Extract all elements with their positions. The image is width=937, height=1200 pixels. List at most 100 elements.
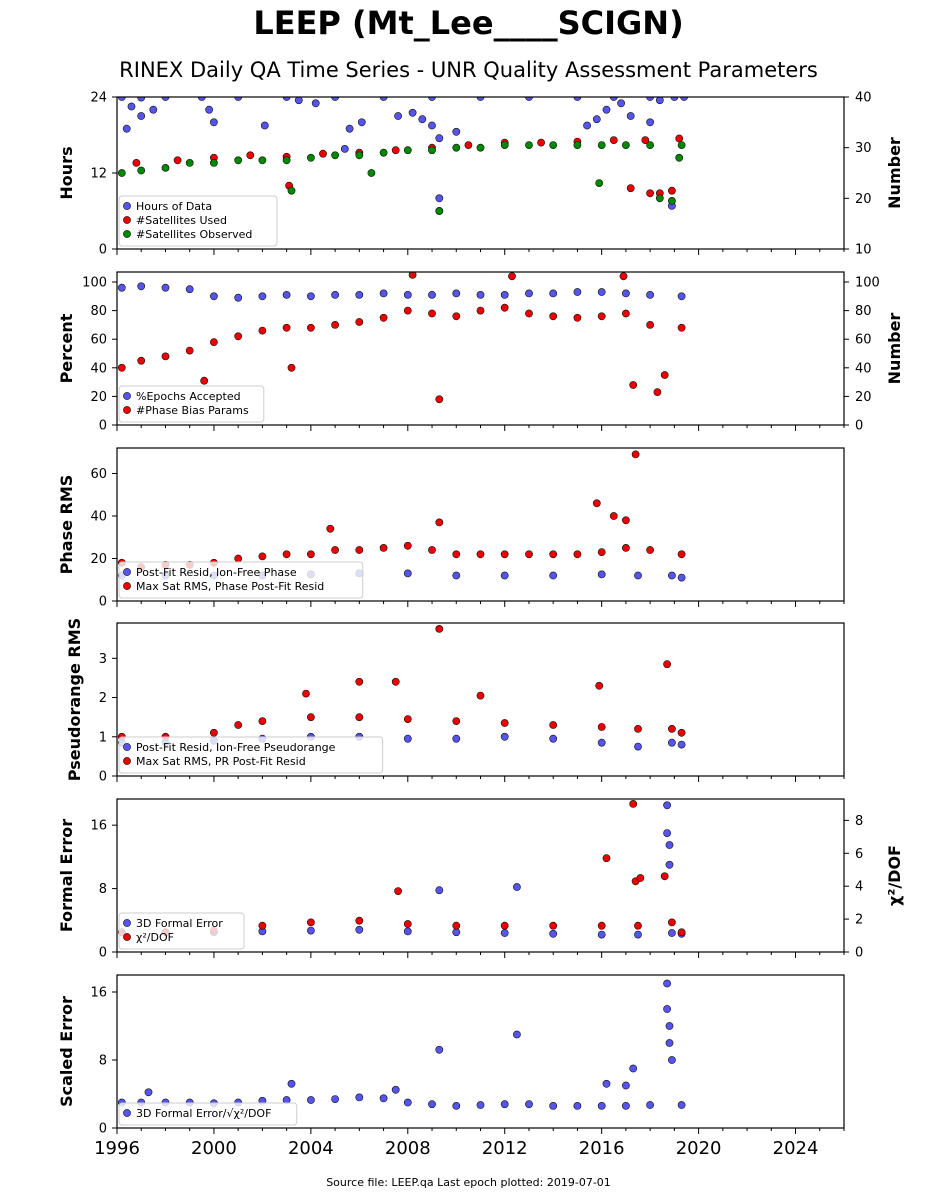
point-green-2-18 — [549, 141, 558, 149]
y-axis-label: Hours — [57, 146, 76, 199]
point-blue-0-23 — [311, 99, 320, 108]
point-red-1-18 — [646, 189, 654, 198]
point-red-1-17 — [525, 309, 533, 318]
point-green-2-8 — [306, 153, 315, 162]
point-red-1-3 — [234, 721, 243, 729]
point-red-1-16 — [355, 677, 364, 686]
point-red-1-28 — [200, 376, 209, 385]
legend-box — [118, 736, 384, 774]
point-blue-0-36 — [592, 115, 601, 124]
point-blue-0-5 — [234, 293, 243, 302]
point-red-1-13 — [677, 928, 686, 937]
point-red-1-13 — [609, 136, 618, 144]
x-tick-label: 2008 — [385, 1138, 431, 1159]
point-blue-0-11 — [634, 930, 642, 939]
point-blue-0-18 — [665, 841, 674, 849]
point-red-1-6 — [355, 713, 364, 722]
point-blue-0-40 — [646, 118, 654, 127]
y2-tick-label: 6 — [855, 847, 863, 862]
point-blue-0-10 — [597, 930, 606, 939]
point-red-1-9 — [464, 141, 473, 149]
legend-box — [118, 195, 278, 247]
point-blue-0-15 — [476, 1101, 485, 1109]
point-blue-0-7 — [452, 734, 461, 743]
point-red-1-23 — [677, 323, 686, 332]
point-red-1-4 — [209, 338, 218, 346]
y2-tick-label: 4 — [855, 880, 863, 895]
point-blue-0-22 — [294, 97, 303, 105]
point-red-1-30 — [629, 381, 638, 389]
point-blue-0-22 — [646, 290, 654, 299]
point-red-1-20 — [597, 548, 606, 556]
point-red-1-15 — [302, 689, 310, 698]
point-blue-0-41 — [655, 97, 664, 105]
y-tick-label: 8 — [99, 1054, 107, 1069]
source-footer: Source file: LEEP.qa Last epoch plotted:… — [326, 1176, 611, 1189]
point-blue-0-10 — [597, 570, 606, 579]
legend-marker — [123, 216, 131, 224]
point-blue-0-19 — [665, 860, 674, 869]
point-blue-0-7 — [452, 571, 461, 580]
x-tick-label: 1996 — [94, 1138, 140, 1159]
point-blue-0-7 — [452, 928, 461, 937]
y-tick-label: 16 — [90, 986, 107, 1001]
point-red-1-3 — [185, 346, 194, 355]
point-blue-0-30 — [622, 1081, 630, 1090]
point-blue-0-39 — [626, 112, 635, 120]
point-red-1-14 — [394, 887, 402, 895]
point-red-1-15 — [476, 550, 485, 559]
point-red-1-5 — [355, 916, 364, 925]
point-blue-0-5 — [355, 925, 364, 934]
point-blue-0-23 — [677, 292, 686, 301]
point-blue-0-12 — [403, 290, 412, 299]
point-red-1-27 — [435, 395, 444, 404]
legend-marker — [123, 406, 131, 414]
point-red-1-4 — [306, 918, 315, 927]
point-green-2-10 — [355, 151, 364, 160]
point-blue-0-6 — [403, 734, 412, 743]
point-blue-0-9 — [549, 929, 558, 938]
legend-label-1: 3D Formal Error — [136, 917, 223, 930]
point-red-1-13 — [428, 309, 436, 318]
points-group — [117, 625, 686, 751]
point-blue-0-32 — [663, 979, 671, 988]
point-green-2-1 — [137, 166, 146, 175]
point-blue-0-29 — [418, 115, 427, 124]
point-green-2-3 — [185, 158, 194, 167]
point-blue-0-1 — [137, 282, 146, 291]
point-red-1-3 — [246, 151, 255, 160]
point-blue-0-13 — [428, 1100, 436, 1109]
point-green-2-22 — [646, 141, 654, 149]
point-blue-0-38 — [617, 99, 625, 108]
point-blue-0-19 — [573, 288, 582, 296]
point-blue-0-17 — [525, 289, 533, 298]
y-tick-label: 8 — [99, 882, 107, 897]
point-green-2-27 — [595, 179, 604, 187]
panel-6 — [112, 974, 845, 1134]
point-blue-0-24 — [340, 144, 349, 153]
point-red-1-26 — [592, 499, 601, 508]
point-green-2-20 — [597, 141, 606, 149]
point-red-1-1 — [137, 356, 146, 365]
y-tick-label: 0 — [99, 770, 107, 785]
point-red-1-5 — [234, 332, 243, 341]
y-tick-label: 100 — [82, 276, 107, 291]
point-green-2-28 — [655, 194, 664, 203]
point-blue-0-12 — [403, 1098, 412, 1107]
legend-label-1: Post-Fit Resid, Ion-Free Pseudorange — [136, 741, 336, 754]
point-blue-0-21 — [260, 121, 269, 130]
point-red-1-32 — [660, 371, 669, 379]
panel-4 — [112, 622, 845, 782]
point-blue-0-10 — [355, 1093, 364, 1102]
y2-tick-label: 40 — [855, 361, 872, 376]
point-red-1-18 — [549, 312, 558, 321]
point-red-1-25 — [508, 272, 516, 281]
point-red-1-0 — [117, 363, 126, 372]
y-tick-label: 1 — [99, 730, 107, 745]
point-red-1-11 — [634, 921, 642, 930]
point-blue-0-4 — [209, 292, 218, 301]
point-blue-0-9 — [331, 290, 339, 299]
y-tick-label: 0 — [99, 946, 107, 961]
point-blue-0-12 — [668, 929, 676, 937]
